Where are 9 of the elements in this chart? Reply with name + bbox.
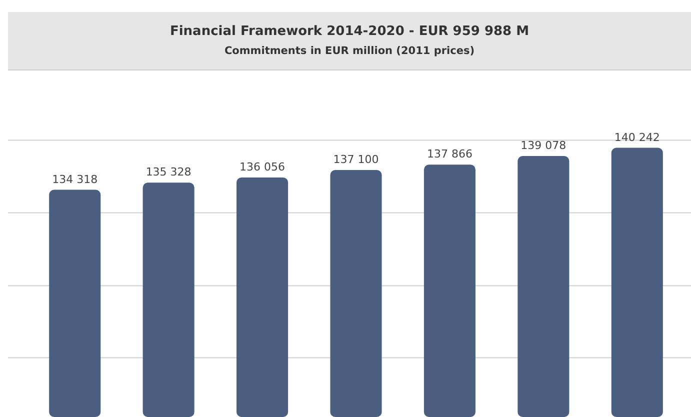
chart-title: Financial Framework 2014-2020 - EUR 959 988 M <box>170 24 530 39</box>
chart-subtitle: Commitments in EUR million (2011 prices) <box>224 45 475 57</box>
data-label: 136 056 <box>240 160 286 174</box>
data-label: 137 866 <box>426 148 472 161</box>
data-label: 140 242 <box>614 130 660 144</box>
data-label: 134 318 <box>52 172 98 186</box>
data-label: 139 078 <box>520 139 566 152</box>
data-label: 137 100 <box>333 153 379 166</box>
data-label: 135 328 <box>146 166 192 179</box>
